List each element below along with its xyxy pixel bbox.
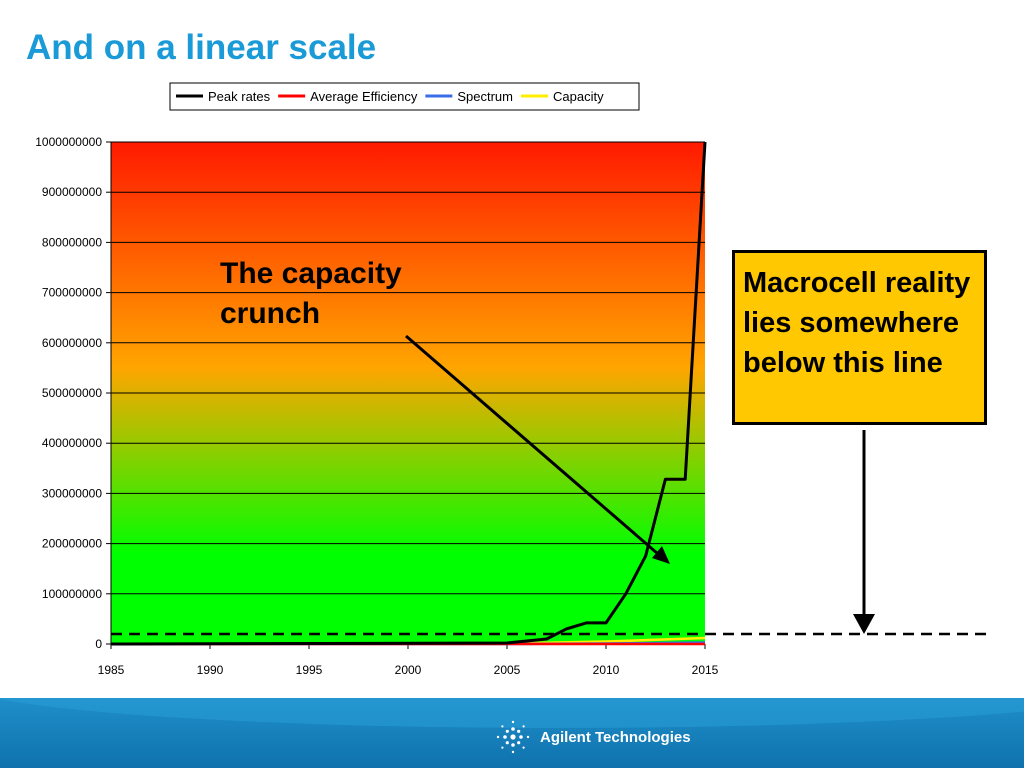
y-tick-label: 400000000: [42, 436, 102, 450]
legend-label: Peak rates: [208, 89, 271, 104]
y-tick-label: 700000000: [42, 286, 102, 300]
y-tick-label: 300000000: [42, 486, 102, 500]
y-tick-label: 1000000000: [35, 135, 102, 149]
capacity-crunch-label-line-2: crunch: [220, 297, 321, 330]
capacity-crunch-label: The capacity crunch: [220, 254, 402, 334]
slide-title: And on a linear scale: [26, 28, 377, 67]
macrocell-callout: Macrocell reality lies somewhere below t…: [732, 250, 987, 425]
x-tick-label: 2005: [494, 663, 521, 677]
capacity-crunch-label-line-1: The capacity: [220, 257, 402, 290]
y-tick-label: 500000000: [42, 386, 102, 400]
x-tick-label: 2010: [593, 663, 620, 677]
capacity-crunch-arrow: [405, 334, 666, 562]
legend-box: [169, 82, 640, 111]
x-tick-label: 1995: [296, 663, 323, 677]
y-tick-label: 100000000: [42, 587, 102, 601]
agilent-spark-logo-icon: [496, 720, 530, 754]
y-tick-label: 600000000: [42, 336, 102, 350]
callout-arrowhead: [853, 614, 875, 634]
legend-label: Capacity: [553, 89, 604, 104]
capacity-crunch-arrowhead: [652, 546, 670, 564]
legend-label: Average Efficiency: [310, 89, 418, 104]
y-tick-label: 200000000: [42, 537, 102, 551]
line-chart: 0 100000000 200000000 300000000 400000000 500…: [35, 82, 990, 677]
brand-name: Agilent Technologies: [540, 729, 691, 746]
footer-bar: [0, 698, 1024, 768]
y-tick-label: 900000000: [42, 185, 102, 199]
series-line-peak-rates: [110, 141, 707, 646]
x-tick-label: 1990: [197, 663, 224, 677]
x-tick-label: 2015: [692, 663, 719, 677]
x-tick-label: 2000: [395, 663, 422, 677]
legend-label: Spectrum: [457, 89, 513, 104]
y-tick-label: 0: [95, 637, 102, 651]
y-tick-label: 800000000: [42, 235, 102, 249]
x-tick-label: 1985: [98, 663, 125, 677]
